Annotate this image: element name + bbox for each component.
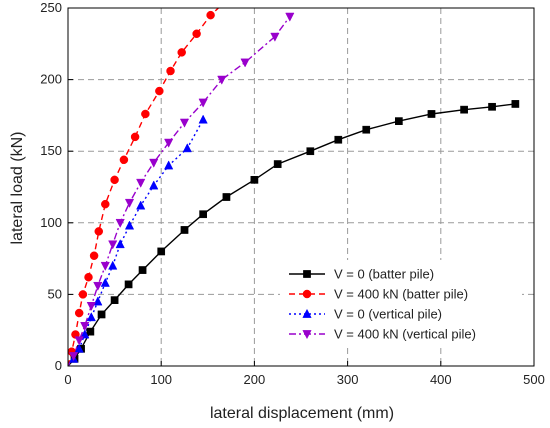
series-2-point	[74, 308, 84, 318]
series-1-point	[86, 327, 95, 336]
legend-entry-label: V = 400 kN (batter pile)	[334, 287, 468, 302]
x-axis-label: lateral displacement (mm)	[210, 405, 394, 422]
series-1-point	[427, 110, 436, 118]
y-tick-label: 50	[48, 286, 62, 301]
series-2-point	[89, 251, 99, 260]
legend-entry-label: V = 400 kN (vertical pile)	[334, 327, 476, 342]
series-1-point	[222, 193, 231, 201]
y-axis-label: lateral load (kN)	[9, 132, 26, 245]
series-2-point	[78, 290, 88, 299]
series-4-point	[108, 240, 118, 250]
x-tick-label: 200	[244, 372, 266, 387]
x-tick-labels: 0 100 200 300 400 500	[64, 372, 544, 387]
series-1-point	[250, 175, 259, 184]
y-tick-label: 250	[40, 0, 62, 15]
series-2-point	[84, 272, 93, 282]
legend-swatch-marker	[303, 270, 311, 278]
series-1-point	[306, 147, 315, 156]
series-2-point	[119, 155, 129, 165]
series-3-point	[86, 312, 96, 322]
series-line-2	[68, 8, 220, 366]
x-tick-label: 0	[64, 372, 71, 387]
x-tick-label: 400	[430, 372, 452, 387]
series-2-point	[177, 48, 186, 57]
series-1-point	[334, 135, 343, 144]
series-3-point	[100, 277, 110, 287]
x-tick-label: 100	[150, 372, 172, 387]
series-3-point	[93, 296, 103, 306]
series-1-point	[97, 310, 106, 319]
series-1-point	[110, 296, 119, 304]
series-1-point	[488, 102, 496, 111]
series-2-point	[166, 66, 175, 76]
series-1-point	[180, 226, 189, 234]
y-tick-label: 100	[40, 215, 62, 230]
series-4-point	[217, 75, 227, 85]
series-3-point	[164, 160, 174, 170]
series-3-point	[74, 343, 84, 353]
y-tick-label: 200	[40, 72, 62, 87]
series-2-point	[155, 86, 164, 96]
series-1-point	[511, 100, 520, 108]
series-line-1	[68, 103, 516, 366]
legend: V = 0 (batter pile) V = 400 kN (batter pi…	[280, 260, 522, 348]
axis-ticks	[67, 7, 535, 367]
series-1-point	[460, 105, 468, 114]
series-1-point	[199, 210, 207, 219]
series-4-point	[270, 32, 280, 42]
series-4-point	[240, 58, 250, 68]
series-4-point	[124, 198, 135, 208]
series-3-point	[124, 220, 135, 230]
legend-swatch-marker	[302, 308, 312, 318]
legend-swatch-marker	[302, 330, 312, 340]
series-4-point	[86, 302, 96, 312]
series-2-point	[206, 10, 215, 20]
series-3-point	[198, 114, 208, 124]
plot-frame	[67, 7, 535, 367]
series-1-point	[273, 160, 282, 168]
x-tick-label: 500	[523, 372, 545, 387]
series-1-point	[124, 280, 133, 289]
series-2-point	[110, 175, 119, 185]
series-2-point	[141, 109, 150, 119]
series-4-point	[68, 352, 79, 362]
legend-entry-label: V = 0 (batter pile)	[334, 267, 434, 282]
series-4-point	[80, 322, 90, 332]
y-tick-label: 150	[40, 143, 62, 158]
y-tick-labels: 0 50 100 150 200 250	[40, 0, 62, 373]
series-4-point	[100, 261, 110, 271]
series-1-point	[138, 266, 147, 274]
series-4-point	[164, 138, 174, 148]
series-3-point	[182, 143, 192, 153]
x-tick-label: 300	[337, 372, 359, 387]
legend-entry-label: V = 0 (vertical pile)	[334, 307, 442, 322]
y-tick-label: 0	[55, 358, 62, 373]
series-4-point	[74, 336, 84, 346]
series-2-point	[101, 199, 110, 209]
series-4-point	[179, 118, 190, 128]
series-4-point	[149, 158, 159, 168]
series-1-point	[395, 117, 403, 125]
series-3-point	[108, 260, 118, 270]
series-3-point	[115, 239, 125, 249]
series-markers	[68, 0, 520, 363]
series-2-point	[94, 227, 104, 236]
series-2-point	[221, 0, 229, 6]
series-3-point	[149, 180, 159, 190]
series-3-point	[136, 200, 146, 210]
series-4-point	[285, 12, 295, 22]
series-2-point	[192, 29, 201, 39]
series-1-point	[157, 247, 166, 256]
series-4-point	[115, 218, 125, 228]
series-1-point	[362, 125, 371, 134]
legend-swatch-marker	[302, 289, 312, 299]
series-4-point	[93, 281, 103, 291]
series-2-point	[130, 132, 140, 142]
series-4-point	[136, 178, 146, 188]
series-4-point	[198, 98, 208, 108]
series-3-point	[80, 329, 90, 339]
